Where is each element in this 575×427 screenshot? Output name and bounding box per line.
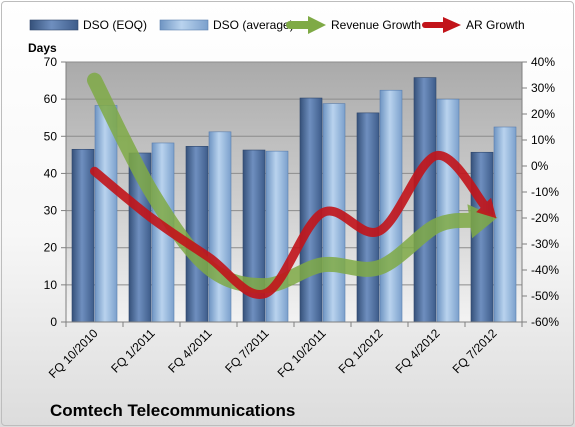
chart-title: Comtech Telecommunications xyxy=(50,401,295,420)
bar-dso-eoq xyxy=(470,151,494,323)
y2-tick-label: -10% xyxy=(531,185,559,199)
x-tick-label: FQ 7/2011 xyxy=(222,326,272,376)
x-tick-label: FQ 10/2010 xyxy=(46,326,101,381)
legend-arrow-revenue-growth xyxy=(308,16,326,34)
y-tick-label: 40 xyxy=(44,166,58,180)
x-tick-label: FQ 7/2012 xyxy=(450,326,500,376)
legend-label-dso-eoq: DSO (EOQ) xyxy=(83,18,147,32)
bar-dso-average xyxy=(94,105,118,323)
legend-label-revenue-growth: Revenue Growth xyxy=(331,18,421,32)
legend-arrow-ar-growth xyxy=(443,17,461,33)
y2-tick-label: 40% xyxy=(531,55,555,69)
y2-tick-label: 20% xyxy=(531,107,555,121)
bar-dso-average xyxy=(493,126,517,323)
ar-growth-line xyxy=(90,151,491,299)
y-tick-label: 10 xyxy=(44,278,58,292)
y-tick-label: 0 xyxy=(50,315,57,329)
y2-tick-label: 30% xyxy=(531,81,555,95)
y2-tick-label: -20% xyxy=(531,211,559,225)
legend-label-dso-average: DSO (average) xyxy=(213,18,294,32)
y-tick-label: 60 xyxy=(44,92,58,106)
bar-dso-average xyxy=(208,131,232,323)
legend-label-ar-growth: AR Growth xyxy=(466,18,525,32)
bar-dso-eoq xyxy=(356,112,380,323)
legend-swatch-dso-average xyxy=(159,19,209,31)
y2-tick-label: 10% xyxy=(531,133,555,147)
y2-tick-label: -50% xyxy=(531,289,559,303)
y2-tick-label: 0% xyxy=(531,159,549,173)
y2-tick-label: -30% xyxy=(531,237,559,251)
legend-swatch-dso-eoq xyxy=(29,19,79,31)
x-tick-label: FQ 1/2011 xyxy=(108,326,158,376)
revenue-growth-arrowhead xyxy=(467,204,498,239)
y-tick-label: 20 xyxy=(44,241,58,255)
ar-growth-series xyxy=(90,151,497,299)
x-tick-label: FQ 4/2012 xyxy=(393,326,443,376)
x-tick-label: FQ 1/2012 xyxy=(336,326,386,376)
x-tick-label: FQ 4/2011 xyxy=(165,326,215,376)
bar-dso-eoq xyxy=(185,146,209,323)
bar-dso-eoq xyxy=(71,148,95,323)
y-tick-label: 70 xyxy=(44,55,58,69)
ar-growth-arrowhead xyxy=(476,197,497,219)
y2-tick-label: -40% xyxy=(531,263,559,277)
x-tick-label: FQ 10/2011 xyxy=(275,326,329,380)
bar-dso-eoq xyxy=(413,77,437,323)
y-axis-title: Days xyxy=(28,41,57,55)
bar-dso-average xyxy=(436,98,460,323)
y2-tick-label: -60% xyxy=(531,315,559,329)
y-tick-label: 30 xyxy=(44,204,58,218)
y-tick-label: 50 xyxy=(44,129,58,143)
